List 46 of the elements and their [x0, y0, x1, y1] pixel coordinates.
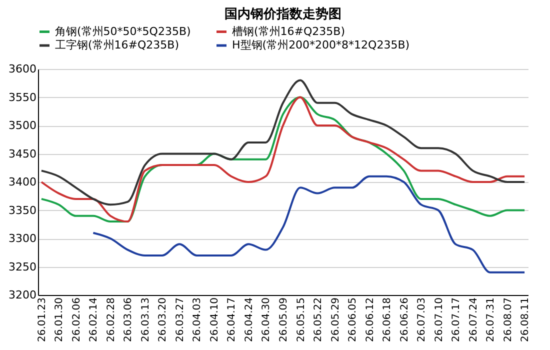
y-tick-label: 3400	[8, 176, 36, 188]
x-tick-label: 26.05.29	[330, 298, 342, 342]
legend-label: 工字钢(常州16#Q235B)	[55, 38, 179, 52]
x-tick-label: 26.04.10	[209, 298, 220, 342]
x-tick-label: 26.04.24	[244, 298, 255, 342]
legend-label: 角钢(常州50*50*5Q235B)	[55, 24, 191, 38]
y-tick-label: 3450	[8, 147, 36, 160]
x-tick-label: 26.03.27	[174, 298, 186, 342]
x-tick-label: 26.02.28	[106, 298, 117, 342]
line-series	[40, 79, 526, 206]
y-tick-label: 3250	[8, 260, 36, 274]
x-tick-label: 26.02.06	[71, 298, 82, 342]
x-tick-label: 26.07.10	[434, 298, 445, 342]
x-tick-label: 26.05.15	[296, 298, 307, 342]
y-tick-label: 3200	[8, 288, 36, 302]
x-tick-label: 26.06.12	[364, 298, 376, 342]
x-tick-label: 26.04.03	[192, 298, 204, 342]
x-tick-label: 26.02.14	[88, 298, 100, 342]
y-tick-label: 3300	[8, 232, 36, 245]
x-tick-label: 26.01.23	[36, 298, 48, 342]
x-tick-label: 26.06.26	[399, 298, 410, 342]
x-tick-label: 26.03.20	[158, 298, 169, 342]
x-tick-label: 26.07.24	[468, 298, 480, 342]
legend-label: H型钢(常州200*200*8*12Q235B)	[232, 38, 410, 52]
line-series	[40, 96, 526, 223]
x-tick-label: 26.07.31	[486, 298, 497, 342]
x-tick-label: 26.07.17	[451, 298, 462, 342]
x-tick-label: 26.08.07	[502, 298, 514, 342]
y-tick-label: 3500	[8, 119, 36, 132]
x-tick-label: 26.01.30	[54, 298, 66, 342]
x-tick-label: 26.05.09	[278, 298, 290, 342]
y-tick-label: 3350	[8, 204, 36, 217]
x-tick-label: 26.03.06	[123, 298, 134, 342]
x-tick-label: 26.03.13	[140, 298, 152, 342]
y-tick-label: 3550	[8, 90, 36, 104]
y-tick-label: 3600	[8, 62, 36, 76]
x-tick-label: 26.06.05	[348, 298, 359, 342]
x-tick-label: 26.05.22	[313, 298, 324, 342]
legend-label: 槽钢(常州16#Q235B)	[232, 24, 345, 38]
x-tick-label: 26.06.18	[382, 298, 394, 342]
x-tick-label: 26.08.11	[520, 298, 532, 342]
x-tick-label: 26.07.03	[416, 298, 428, 342]
x-tick-label: 26.04.30	[261, 298, 272, 342]
x-tick-label: 26.04.17	[226, 298, 238, 342]
line-series	[92, 175, 526, 274]
chart-title: 国内钢价指数走势图	[224, 6, 342, 22]
